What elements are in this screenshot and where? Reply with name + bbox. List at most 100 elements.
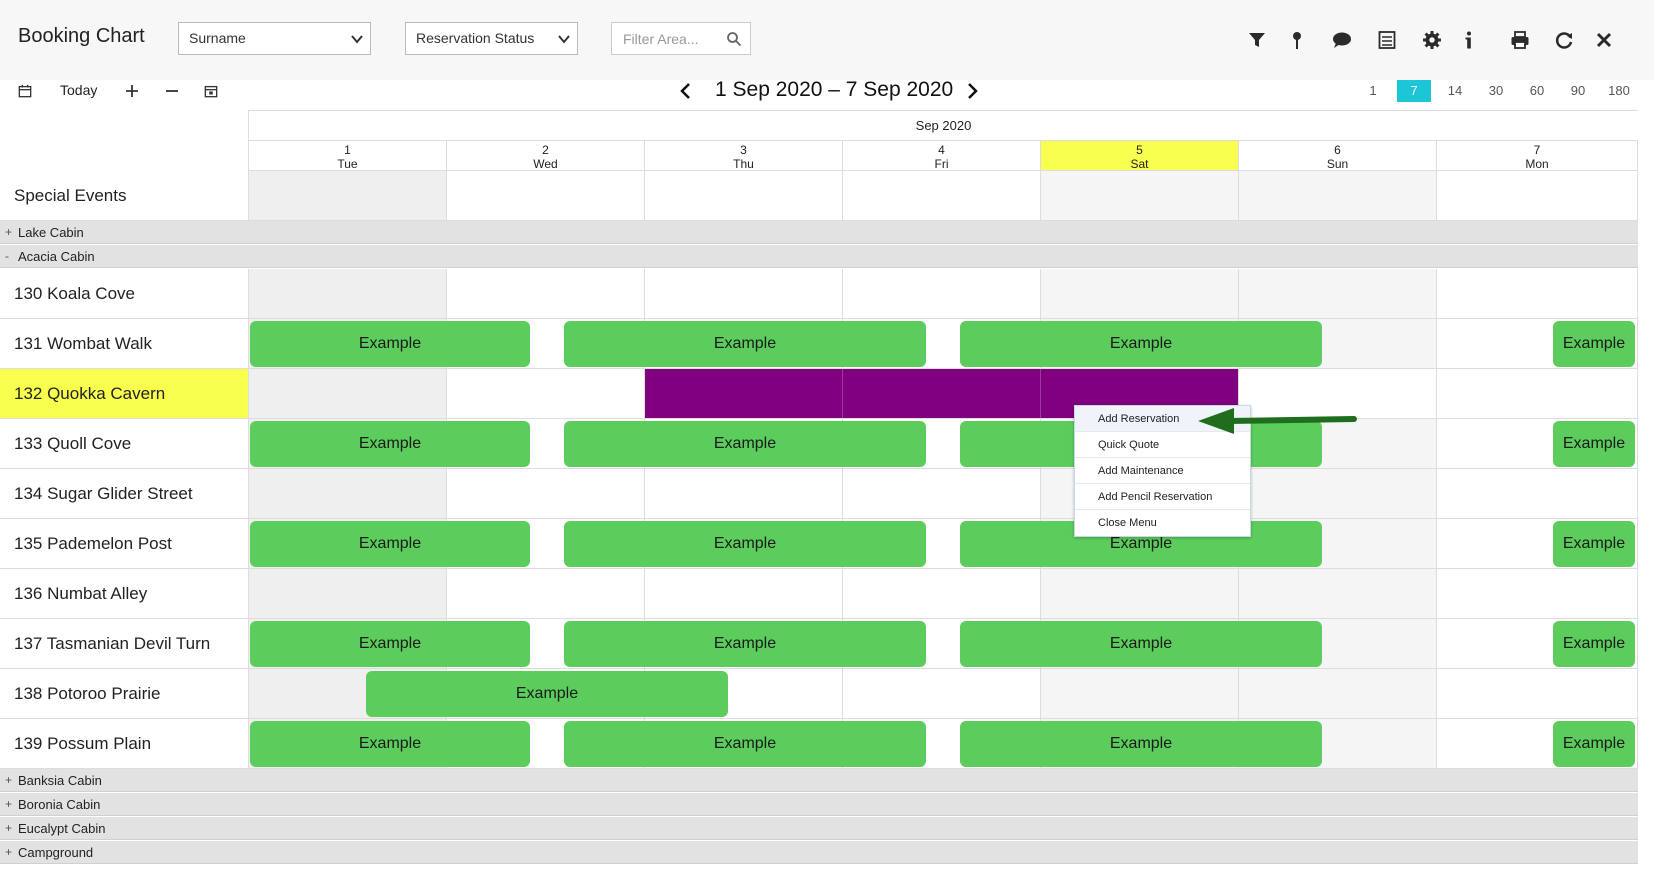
grid-cell[interactable] [1436, 369, 1638, 418]
grid-cell[interactable] [446, 171, 644, 220]
booking-bar[interactable]: Example [1553, 621, 1635, 667]
selected-cell[interactable] [842, 369, 1040, 418]
booking-bar[interactable]: Example [1553, 521, 1635, 567]
expand-toggle[interactable]: + [5, 797, 13, 811]
grid-cell[interactable] [1436, 269, 1638, 318]
group-row-eucalypt-cabin[interactable]: + Eucalypt Cabin [0, 817, 1638, 840]
grid-cell[interactable] [446, 369, 644, 418]
grid-cell[interactable] [1436, 519, 1638, 568]
grid-cell[interactable] [1238, 669, 1436, 718]
grid-cell[interactable] [446, 569, 644, 618]
calendar-icon[interactable] [16, 80, 34, 102]
calendar-day-icon[interactable] [202, 80, 220, 102]
booking-bar[interactable]: Example [250, 621, 530, 667]
grid-cell[interactable] [248, 569, 446, 618]
grid-cell[interactable] [1040, 669, 1238, 718]
checklist-icon[interactable] [1375, 28, 1399, 52]
expand-toggle[interactable]: + [5, 845, 13, 859]
pin-icon[interactable] [1285, 28, 1309, 52]
booking-bar[interactable]: Example [1553, 321, 1635, 367]
menu-item-add-pencil-reservation[interactable]: Add Pencil Reservation [1075, 484, 1250, 510]
booking-bar[interactable]: Example [960, 621, 1322, 667]
zoom-30[interactable]: 30 [1488, 83, 1504, 98]
status-select[interactable]: Reservation Status [405, 22, 578, 55]
booking-bar[interactable]: Example [250, 521, 530, 567]
info-icon[interactable] [1457, 28, 1481, 52]
booking-bar[interactable]: Example [1553, 721, 1635, 767]
group-row-boronia-cabin[interactable]: + Boronia Cabin [0, 793, 1638, 816]
close-icon[interactable] [1592, 28, 1616, 52]
booking-bar[interactable]: Example [564, 521, 926, 567]
grid-cell[interactable] [446, 269, 644, 318]
booking-bar[interactable]: Example [250, 321, 530, 367]
grid-cell[interactable] [842, 669, 1040, 718]
grid-cell[interactable] [1436, 171, 1638, 220]
grid-cell[interactable] [248, 171, 446, 220]
booking-bar[interactable]: Example [564, 421, 926, 467]
grid-cell[interactable] [1238, 269, 1436, 318]
grid-cell[interactable] [248, 369, 446, 418]
grid-cell[interactable] [1040, 171, 1238, 220]
filter-area-input[interactable]: Filter Area... [611, 22, 751, 55]
expand-toggle[interactable]: + [5, 821, 13, 835]
group-row-acacia-cabin[interactable]: - Acacia Cabin [0, 245, 1638, 268]
group-row-lake-cabin[interactable]: + Lake Cabin [0, 221, 1638, 244]
grid-cell[interactable] [248, 469, 446, 518]
expand-toggle[interactable]: + [5, 773, 13, 787]
minus-icon[interactable] [162, 80, 182, 102]
booking-bar[interactable]: Example [564, 621, 926, 667]
next-range-icon[interactable] [962, 80, 982, 102]
grid-cell[interactable] [1436, 469, 1638, 518]
grid-cell[interactable] [1040, 569, 1238, 618]
booking-bar[interactable]: Example [250, 421, 530, 467]
zoom-1[interactable]: 1 [1369, 83, 1377, 98]
grid-cell[interactable] [248, 269, 446, 318]
expand-toggle[interactable]: + [5, 225, 13, 239]
menu-item-quick-quote[interactable]: Quick Quote [1075, 432, 1250, 458]
grid-cell[interactable] [1040, 269, 1238, 318]
menu-item-add-maintenance[interactable]: Add Maintenance [1075, 458, 1250, 484]
booking-bar[interactable]: Example [960, 321, 1322, 367]
booking-bar[interactable]: Example [960, 721, 1322, 767]
previous-range-icon[interactable] [676, 80, 696, 102]
gear-icon[interactable] [1420, 28, 1444, 52]
zoom-60[interactable]: 60 [1529, 83, 1545, 98]
grid-cell[interactable] [644, 469, 842, 518]
grid-cell[interactable] [1238, 171, 1436, 220]
grid-cell[interactable] [644, 171, 842, 220]
group-row-campground[interactable]: + Campground [0, 841, 1638, 864]
zoom-180[interactable]: 180 [1608, 83, 1630, 98]
grid-cell[interactable] [644, 269, 842, 318]
grid-cell[interactable] [1436, 569, 1638, 618]
grid-cell[interactable] [1436, 719, 1638, 768]
zoom-14[interactable]: 14 [1447, 83, 1463, 98]
booking-bar[interactable]: Example [366, 671, 728, 717]
filter-icon[interactable] [1245, 28, 1269, 52]
booking-bar[interactable]: Example [250, 721, 530, 767]
search-icon[interactable] [726, 31, 742, 47]
booking-bar[interactable]: Example [564, 721, 926, 767]
today-button[interactable]: Today [60, 82, 98, 98]
selected-cell[interactable] [644, 369, 842, 418]
grid-cell[interactable] [842, 569, 1040, 618]
refresh-icon[interactable] [1552, 28, 1576, 52]
booking-bar[interactable]: Example [1553, 421, 1635, 467]
print-icon[interactable] [1508, 28, 1532, 52]
grid-cell[interactable] [1436, 669, 1638, 718]
collapse-toggle[interactable]: - [5, 249, 9, 263]
group-row-banksia-cabin[interactable]: + Banksia Cabin [0, 769, 1638, 792]
grid-cell[interactable] [644, 569, 842, 618]
grid-cell[interactable] [842, 469, 1040, 518]
booking-bar[interactable]: Example [564, 321, 926, 367]
grid-cell[interactable] [1436, 319, 1638, 368]
grid-cell[interactable] [446, 469, 644, 518]
sort-select[interactable]: Surname [178, 22, 371, 55]
plus-icon[interactable] [122, 80, 142, 102]
zoom-90[interactable]: 90 [1570, 83, 1586, 98]
grid-cell[interactable] [842, 171, 1040, 220]
grid-cell[interactable] [1436, 419, 1638, 468]
grid-cell[interactable] [1238, 469, 1436, 518]
comment-icon[interactable] [1330, 28, 1354, 52]
grid-cell[interactable] [842, 269, 1040, 318]
menu-item-close-menu[interactable]: Close Menu [1098, 517, 1157, 529]
